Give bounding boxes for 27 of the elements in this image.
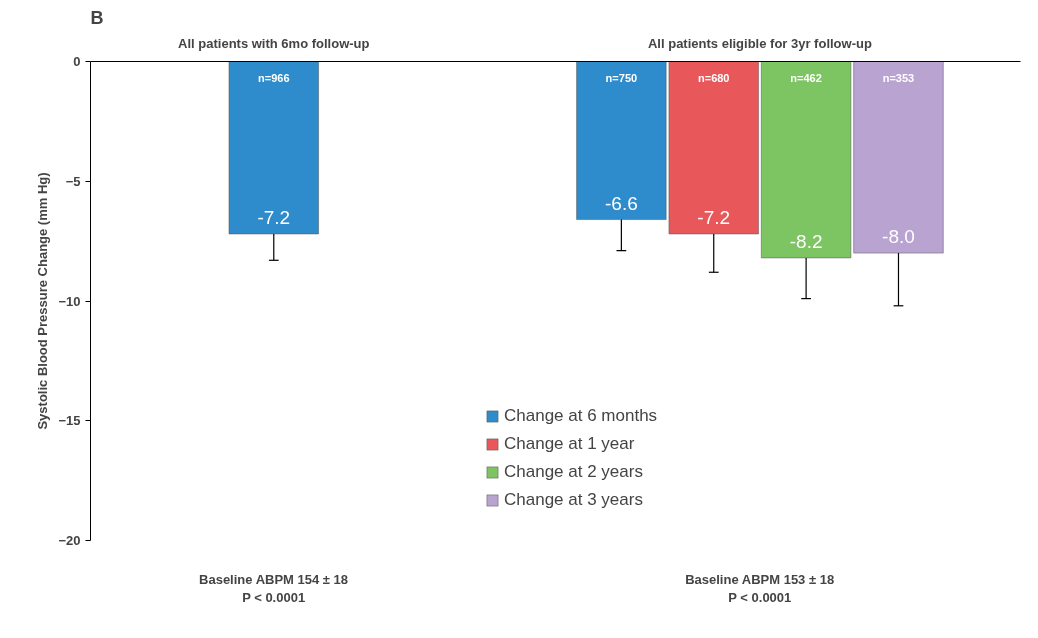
legend-label: Change at 3 years [504, 490, 643, 510]
x-tick-label: All patients eligible for 3yr follow-up [647, 35, 872, 51]
annotation: n=680 [697, 71, 730, 84]
chart-title: B [90, 7, 104, 28]
text: P < 0.0001 [728, 589, 792, 605]
data-label: -6.6 [605, 192, 638, 214]
data-label: -7.2 [697, 206, 731, 228]
data-label: -7.2 [257, 206, 291, 228]
legend-label: Change at 1 year [504, 434, 635, 454]
legend-label: Change at 2 years [504, 462, 643, 482]
annotation: n=750 [605, 71, 638, 84]
y-axis-title: Systolic Blood Pressure Change (mm Hg) [35, 172, 51, 430]
text: P < 0.0001 [242, 589, 306, 605]
annotation: n=353 [882, 71, 915, 84]
y-tick-label: −5 [65, 173, 81, 189]
y-tick-label: −10 [58, 293, 81, 309]
y-tick-label: 0 [73, 54, 81, 69]
text: Baseline ABPM 153 ± 18 [685, 571, 835, 587]
annotation: n=462 [790, 71, 822, 84]
y-tick-label: −20 [58, 533, 81, 548]
data-label: -8.0 [882, 226, 915, 248]
legend-label: Change at 6 months [504, 406, 658, 426]
annotation: n=966 [258, 71, 290, 84]
data-label: -8.2 [789, 230, 823, 252]
x-tick-label: All patients with 6mo follow-up [178, 35, 370, 51]
text: Baseline ABPM 154 ± 18 [199, 571, 349, 587]
y-tick-label: −15 [58, 413, 81, 429]
